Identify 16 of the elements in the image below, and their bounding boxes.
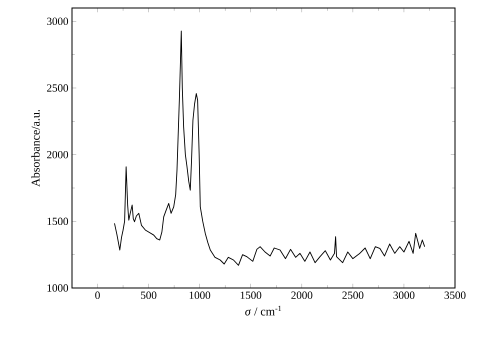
x-tick-label: 3000 <box>394 292 414 299</box>
x-tick-label: 2500 <box>342 292 364 299</box>
line-series <box>114 30 426 266</box>
x-tick-label: 0 <box>95 292 100 299</box>
x-tick-label: 2000 <box>291 292 312 299</box>
y-tick-label: 1500 <box>48 218 68 226</box>
y-tick-label: 2500 <box>47 84 68 92</box>
y-tick-label: 2000 <box>47 150 68 158</box>
y-tick-label: 1000 <box>48 284 68 292</box>
x-axis-title: σ / cm$^{-1}$ <box>245 306 282 316</box>
y-tick-label: 3000 <box>47 18 68 26</box>
x-tick-label: 500 <box>141 292 156 299</box>
x-tick-label: 1500 <box>240 292 262 299</box>
x-tick-label: 1000 <box>190 292 210 299</box>
y-axis-title: Absorbance/a.u. <box>31 110 40 187</box>
x-tick-label: 3500 <box>444 292 466 299</box>
